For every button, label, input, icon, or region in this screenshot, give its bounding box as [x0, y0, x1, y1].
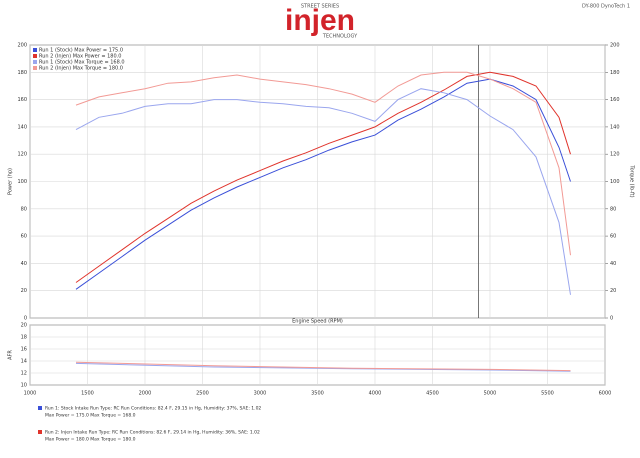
y-tick-label: 60: [21, 234, 27, 240]
y2-tick-label: 180: [610, 70, 620, 76]
y-tick-label: 12: [21, 371, 27, 377]
y2-tick-label: 200: [610, 43, 620, 49]
series-line: [75, 71, 571, 283]
y2-tick-label: 20: [610, 288, 616, 294]
note-line: Run 2: Injen Intake Run Type: RC Run Con…: [45, 430, 260, 436]
y-tick-label: 16: [21, 347, 27, 353]
series-name: STREET SERIES: [301, 4, 339, 10]
legend-swatch: [33, 66, 37, 70]
x-tick-label: 4500: [426, 391, 439, 397]
x-tick-label: 6000: [599, 391, 612, 397]
y2-tick-label: 120: [610, 152, 620, 158]
tagline: TECHNOLOGY: [322, 34, 358, 40]
legend-label: Run 1 (Stock) Max Power = 175.0: [39, 48, 123, 54]
y-axis-label: Power (hp): [8, 168, 14, 195]
x-tick-label: 4000: [369, 391, 382, 397]
y2-tick-label: 60: [610, 234, 616, 240]
legend-label: Run 1 (Stock) Max Torque = 168.0: [39, 60, 125, 66]
y-tick-label: 0: [24, 316, 27, 322]
note-line: Run 1: Stock Intake Run Type: RC Run Con…: [45, 406, 261, 412]
y-tick-label: 100: [17, 179, 27, 185]
y-tick-label: 160: [17, 97, 27, 103]
x-axis-label: Engine Speed (RPM): [292, 319, 343, 325]
series-line: [75, 71, 571, 256]
y-tick-label: 10: [21, 383, 27, 389]
y-axis-label: AFR: [8, 350, 14, 360]
legend-swatch: [33, 48, 37, 52]
y2-tick-label: 140: [610, 124, 620, 130]
note-line: Max Power = 180.0 Max Torque = 180.0: [45, 437, 136, 443]
x-tick-label: 5000: [484, 391, 497, 397]
y-tick-label: 20: [21, 323, 27, 329]
y2-tick-label: 100: [610, 179, 620, 185]
y-tick-label: 140: [17, 124, 27, 130]
y-tick-label: 20: [21, 288, 27, 294]
y-tick-label: 14: [21, 359, 27, 365]
x-tick-label: 5500: [541, 391, 554, 397]
series-line: [75, 78, 571, 290]
note-swatch: [38, 406, 42, 410]
y2-tick-label: 0: [610, 316, 613, 322]
series-line: [75, 361, 571, 372]
y-tick-label: 180: [17, 70, 27, 76]
x-tick-label: 2000: [139, 391, 152, 397]
dyno-info: DY-800 DynoTech 1: [582, 4, 630, 10]
note-swatch: [38, 430, 42, 434]
x-tick-label: 2500: [196, 391, 209, 397]
y2-tick-label: 160: [610, 97, 620, 103]
y-tick-label: 80: [21, 206, 27, 212]
x-tick-label: 3500: [311, 391, 324, 397]
y2-tick-label: 40: [610, 261, 616, 267]
legend-swatch: [33, 60, 37, 64]
y2-tick-label: 80: [610, 206, 616, 212]
y-tick-label: 200: [17, 43, 27, 49]
x-tick-label: 1500: [81, 391, 94, 397]
legend-label: Run 2 (Injen) Max Torque = 180.0: [39, 66, 123, 72]
series-line: [75, 362, 571, 372]
y-tick-label: 18: [21, 335, 27, 341]
series-line: [75, 88, 571, 295]
y2-axis-label: Torque (lb-ft): [629, 164, 635, 197]
legend-label: Run 2 (Injen) Max Power = 180.0: [39, 54, 121, 60]
y-tick-label: 120: [17, 152, 27, 158]
y-tick-label: 40: [21, 261, 27, 267]
note-line: Max Power = 175.0 Max Torque = 168.0: [45, 413, 136, 419]
legend-swatch: [33, 54, 37, 58]
brand-logo: injen: [285, 4, 355, 37]
x-tick-label: 3000: [254, 391, 267, 397]
x-tick-label: 1000: [24, 391, 37, 397]
